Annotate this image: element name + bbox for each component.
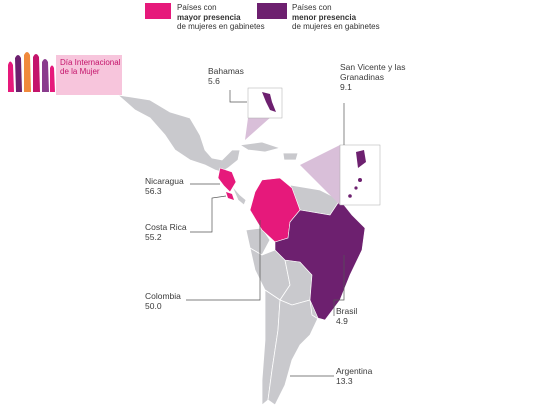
country-label: Bahamas 5.6 xyxy=(208,66,244,86)
ecuador xyxy=(245,227,271,256)
country-name: San Vicente y las Granadinas xyxy=(340,62,406,82)
country-value: 4.9 xyxy=(336,316,348,326)
country-name: Argentina xyxy=(336,366,373,376)
country-name: Colombia xyxy=(145,291,181,301)
cuba xyxy=(238,141,282,153)
grenadine-island xyxy=(354,186,358,190)
country-name: Bahamas xyxy=(208,66,244,76)
country-value: 9.1 xyxy=(340,82,352,92)
country-value: 50.0 xyxy=(145,301,162,311)
country-name: Nicaragua xyxy=(145,176,184,186)
legend-prefix: Países con xyxy=(177,3,217,12)
badge: Día Internacional de la Mujer xyxy=(56,55,122,95)
leader-line xyxy=(333,255,345,316)
leader-line xyxy=(190,195,227,233)
leader-line xyxy=(186,220,261,301)
san-vicente-shape xyxy=(356,150,366,168)
leader-line xyxy=(229,90,247,103)
legend-emphasis: menor presencia xyxy=(292,12,357,22)
legend-emphasis: mayor presencia xyxy=(177,12,241,22)
costa-rica xyxy=(226,192,234,200)
bahamas-shape xyxy=(262,92,276,112)
country-label: Colombia 50.0 xyxy=(145,291,181,311)
badge-hands xyxy=(5,50,56,95)
bahamas-callout xyxy=(245,116,272,140)
leader-lines xyxy=(186,90,345,377)
country-value: 13.3 xyxy=(336,376,353,386)
legend-prefix: Países con xyxy=(292,3,332,12)
san-vicente-callout xyxy=(300,145,340,205)
legend-item: Países con menor presencia de mujeres en g… xyxy=(292,3,382,32)
country-value: 56.3 xyxy=(145,186,162,196)
country-value: 55.2 xyxy=(145,232,162,242)
brasil xyxy=(274,199,366,321)
grenadine-island xyxy=(348,194,352,198)
mexico xyxy=(116,94,241,173)
country-name: Brasil xyxy=(336,306,358,316)
legend-suffix: de mujeres en gabinetes xyxy=(177,22,265,31)
country-value: 5.6 xyxy=(208,76,220,86)
bahamas-inset xyxy=(247,87,283,119)
legend-swatch-low xyxy=(257,3,287,19)
legend-item: Países con mayor presencia de mujeres en g… xyxy=(177,3,267,32)
country-label: Nicaragua 56.3 xyxy=(145,176,184,196)
country-label: Brasil 4.9 xyxy=(336,306,357,326)
grenadine-island xyxy=(358,178,362,182)
hispaniola xyxy=(282,152,299,161)
panama xyxy=(231,185,247,206)
nicaragua xyxy=(217,167,237,193)
legend-suffix: de mujeres en gabinetes xyxy=(292,22,380,31)
country-label: Argentina 13.3 xyxy=(336,366,372,386)
country-label: San Vicente y las Granadinas 9.1 xyxy=(340,62,412,92)
legend-swatch-high xyxy=(145,3,171,19)
country-name: Costa Rica xyxy=(145,222,187,232)
country-label: Costa Rica 55.2 xyxy=(145,222,187,242)
